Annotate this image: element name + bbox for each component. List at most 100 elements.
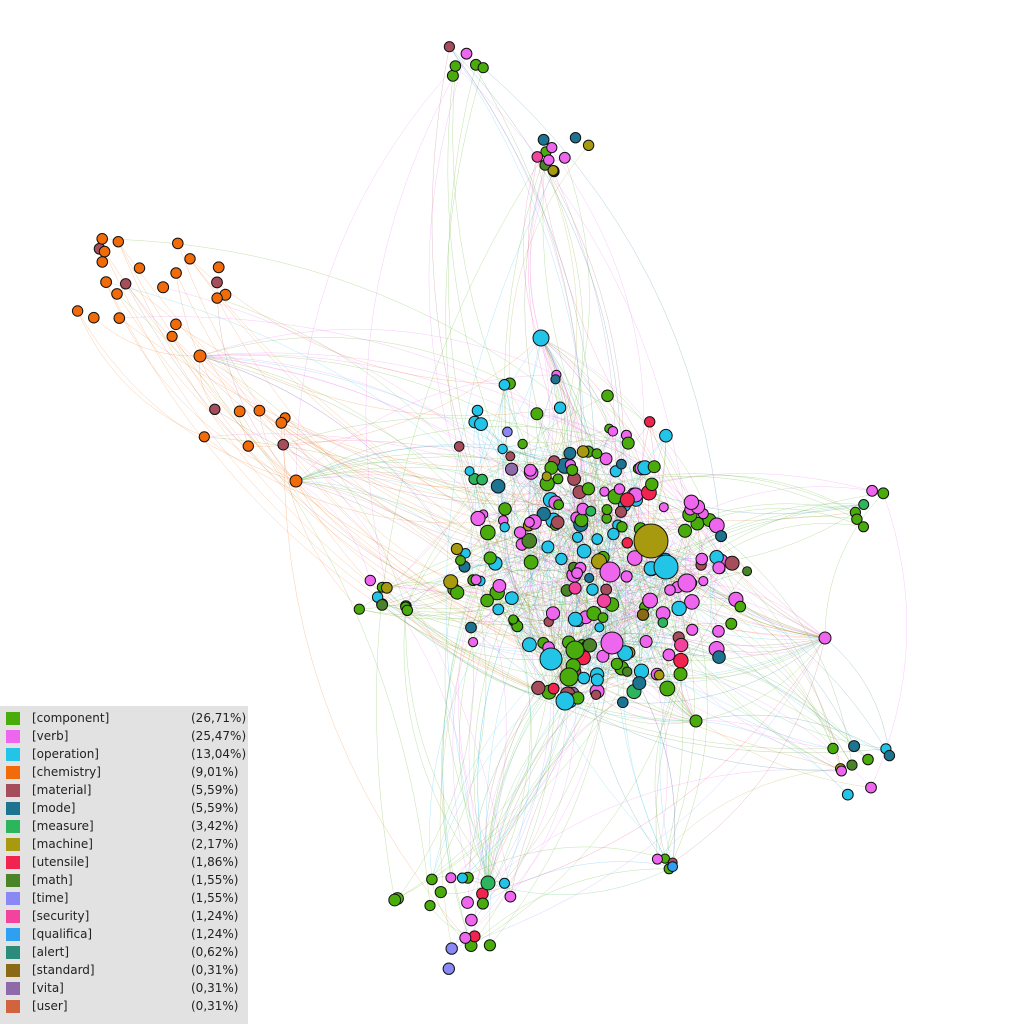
edge [503,520,613,644]
edge [527,337,583,648]
node [456,872,468,884]
edge [597,566,667,681]
edge [523,156,556,380]
node [607,527,620,541]
legend-entry: [user] (0,31%) [0,997,248,1015]
node [664,584,676,596]
node [465,621,477,634]
node [621,537,633,549]
edge [456,512,704,593]
legend-swatch [6,874,20,887]
edge [606,509,826,639]
edge [665,516,857,568]
node [426,873,438,886]
node [483,551,497,565]
legend-label: [component] [32,711,110,725]
node [846,759,858,771]
node [523,463,537,477]
node [689,714,703,728]
legend-swatch [6,856,20,869]
edge [199,355,477,580]
node [523,554,539,570]
node [818,631,832,645]
legend-label: [security] [32,909,90,923]
node [565,640,585,660]
edge [482,626,531,904]
edge [629,652,872,788]
edge [460,560,697,722]
node [502,426,513,438]
node [453,441,465,452]
edge [77,310,205,438]
node [571,567,583,579]
edge [550,658,848,795]
edge [482,637,826,894]
edge [469,337,542,472]
node [209,403,221,415]
legend-share: (26,71%) [191,711,247,725]
edge [582,451,826,639]
edge [175,324,561,417]
edge [540,337,636,496]
edge [405,606,570,678]
edge [686,582,841,769]
legend-entry: [mode] (5,59%) [0,799,248,817]
node [698,576,709,587]
edge [651,475,856,513]
edge [604,491,826,639]
edge [259,410,589,495]
edge [455,65,693,583]
edge [284,417,584,468]
node [170,318,182,331]
node [277,438,290,451]
node [617,696,629,709]
edge [665,503,864,568]
node [172,237,184,250]
node [581,482,596,496]
edge [555,379,655,467]
edge [472,456,516,643]
edge [470,673,681,946]
nodes [71,41,896,975]
edge [487,691,635,884]
legend-entry: [operation] (13,04%) [0,745,248,763]
edge [497,506,698,593]
edge [579,475,858,520]
edge [678,513,704,722]
edge [216,297,586,618]
node [555,552,568,566]
edge [540,337,698,524]
node [470,574,482,586]
legend-entry: [standard] (0,31%) [0,961,248,979]
legend-label: [material] [32,783,92,797]
edge [606,467,645,644]
edge [649,421,826,639]
node [380,581,393,594]
edge [555,525,595,614]
node [865,781,877,794]
legend-share: (3,42%) [191,819,239,833]
edge [460,458,607,561]
edge [459,600,489,884]
edge [529,567,719,645]
node [725,617,738,630]
legend-share: (0,31%) [191,999,239,1013]
edge [697,508,864,528]
edge [480,423,562,560]
edge [456,384,506,550]
edge [474,478,576,651]
node [465,913,478,927]
edge [511,585,651,601]
edge [606,518,842,772]
edge [118,241,566,702]
edge [295,480,549,623]
node [576,543,592,559]
edge [93,317,201,357]
legend-entry: [time] (1,55%) [0,889,248,907]
node [574,513,589,528]
legend-label: [machine] [32,837,93,851]
edge [529,524,581,645]
edge [536,413,642,469]
edge [502,442,584,452]
